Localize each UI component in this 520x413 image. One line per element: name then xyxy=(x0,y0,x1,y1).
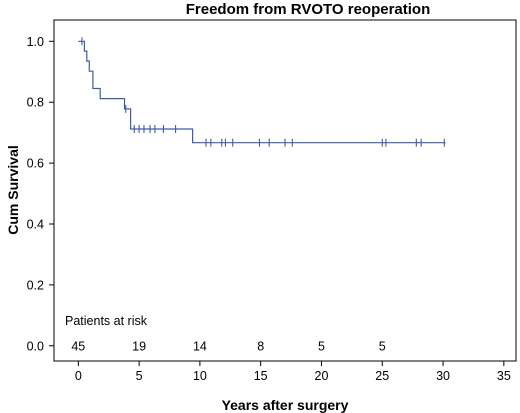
risk-table: Patients at risk 45 19 14 8 5 5 xyxy=(65,314,386,353)
chart-title: Freedom from RVOTO reoperation xyxy=(186,1,431,18)
x-tick-label: 0 xyxy=(75,369,82,383)
y-axis-title: Cum Survival xyxy=(5,145,21,234)
risk-table-label: Patients at risk xyxy=(65,314,148,328)
y-tick-label: 0.0 xyxy=(27,339,44,353)
risk-count: 45 xyxy=(71,339,85,353)
plot-frame xyxy=(53,19,517,362)
y-axis: 0.0 0.2 0.4 0.6 0.8 1.0 xyxy=(27,35,54,353)
x-tick-label: 20 xyxy=(315,369,329,383)
risk-count: 5 xyxy=(318,339,325,353)
x-tick-label: 15 xyxy=(254,369,268,383)
y-tick-label: 1.0 xyxy=(27,35,44,49)
y-tick-label: 0.8 xyxy=(27,96,44,110)
risk-count: 5 xyxy=(379,339,386,353)
x-axis-title: Years after surgery xyxy=(222,397,349,413)
x-tick-label: 25 xyxy=(375,369,389,383)
x-tick-label: 5 xyxy=(136,369,143,383)
survival-series xyxy=(78,37,446,147)
x-axis: 0 5 10 15 20 25 30 35 xyxy=(75,361,511,383)
risk-count: 19 xyxy=(132,339,146,353)
y-tick-label: 0.2 xyxy=(27,278,44,292)
x-tick-label: 10 xyxy=(193,369,207,383)
y-tick-label: 0.4 xyxy=(27,217,44,231)
y-tick-label: 0.6 xyxy=(27,157,44,171)
survival-curve xyxy=(78,40,446,144)
risk-count: 8 xyxy=(257,339,264,353)
x-tick-label: 35 xyxy=(497,369,511,383)
risk-count: 14 xyxy=(193,339,207,353)
x-tick-label: 30 xyxy=(436,369,450,383)
